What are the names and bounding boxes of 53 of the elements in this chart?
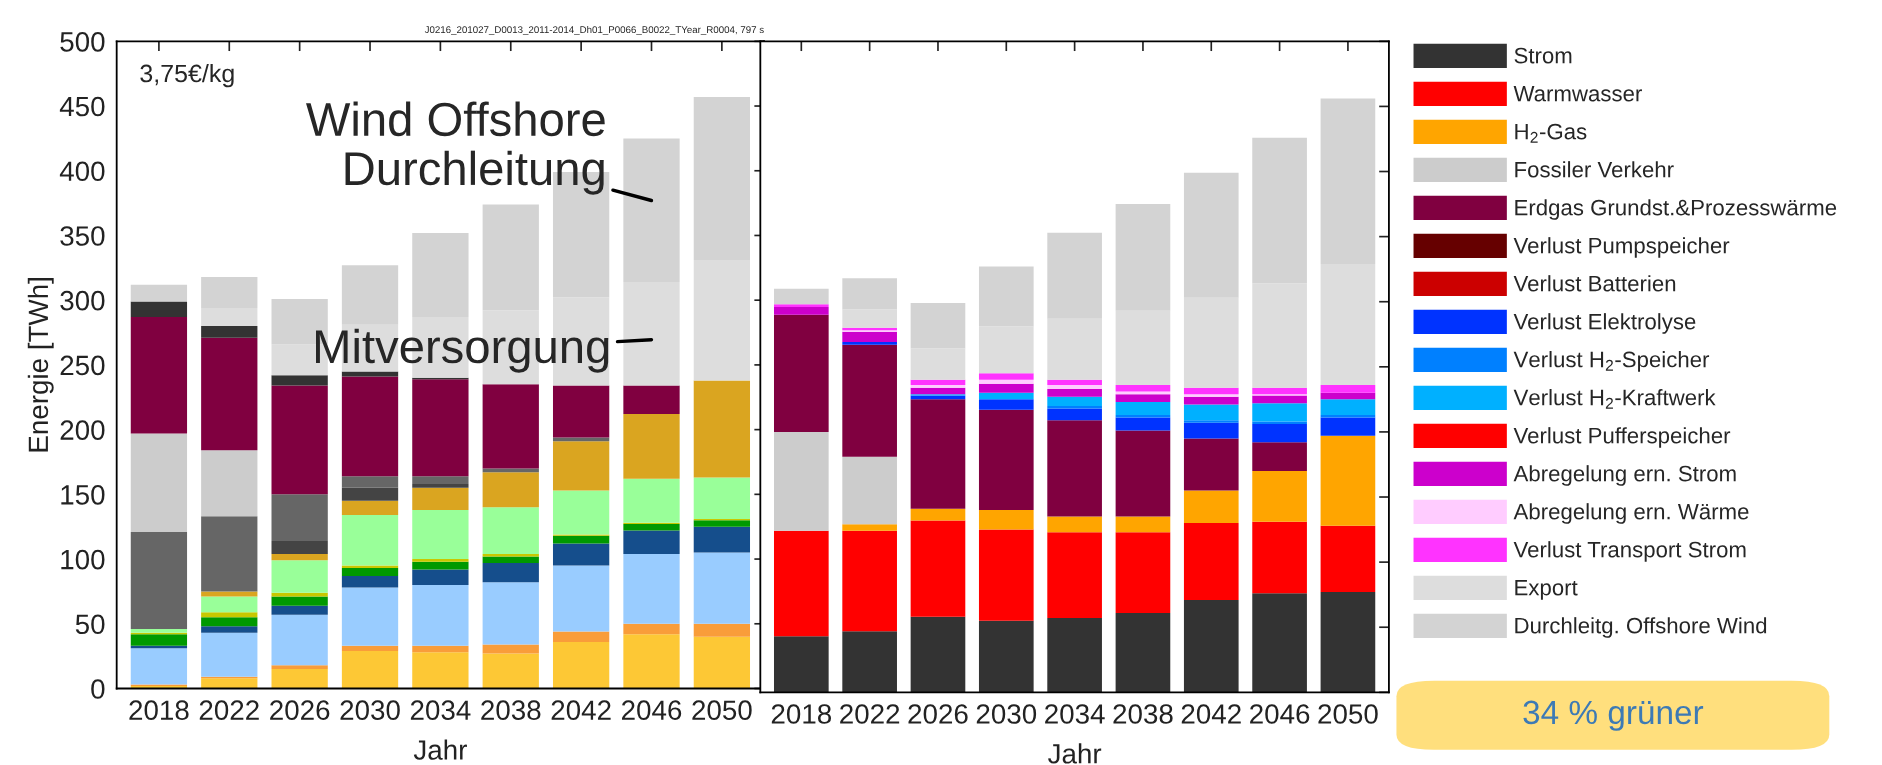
y-tick-label: 200 [60,420,105,440]
legend-label: Verlust Batterien [1513,275,1676,292]
legend-label: Export [1515,579,1578,600]
y-tick-label: 250 [60,355,105,376]
y-tick-label: 450 [59,96,105,117]
x-tick-label: 2042 [551,700,611,721]
legend-label: Verlust Pufferspeicher [1513,427,1731,448]
annotation: Mitversorgung [316,328,609,373]
legend-label: Verlust Pumpspeicher [1513,237,1730,258]
y-tick-label: 350 [60,226,105,246]
x-tick-label: 2038 [1113,704,1173,724]
legend-label: Verlust H$_{2}$-Kraftwerk [1513,389,1716,409]
text: 34 % grüner [1523,700,1704,731]
x-tick-label: 2018 [129,700,189,721]
y-tick-label: 50 [75,614,105,635]
x-tick-label: 2022 [840,704,900,724]
legend-label: H$_{2}$-Gas [1515,123,1587,143]
x-tick-label: 2018 [771,704,832,724]
legend-label: Erdgas Grundst.&Prozesswärme [1515,199,1837,220]
y-axis-title: Energie [TWh] [27,278,54,452]
legend-label: Durchleitg. Offshore Wind [1515,617,1767,638]
x-tick-label: 2034 [410,700,471,721]
annotation: 3,75€/kg [140,63,234,88]
y-tick-label: 100 [61,549,105,570]
legend-label: Verlust H$_{2}$-Speicher [1513,351,1710,372]
x-tick-label: 2026 [270,700,330,721]
legend-label: Verlust Elektrolyse [1513,313,1696,334]
annotation: Wind Offshore Durchleitung [306,101,605,195]
y-tick-label: 0 [91,679,105,699]
legend-label: Verlust Transport Strom [1513,541,1746,562]
x-tick-label: 2030 [340,700,400,721]
x-tick-label: 2022 [199,700,259,721]
y-tick-label: 400 [59,161,105,182]
x-tick-label: 2046 [1250,704,1310,724]
chart-title: J0216_201027_D0013_2011-2014_Dh01_P0066_B0022_TYear_R0004, 797 s [424,25,764,35]
y-tick-label: 500 [60,31,105,52]
x-tick-label: 2038 [481,700,541,721]
y-tick-label: 300 [60,290,105,311]
legend-label: Abregelung ern. Wärme [1513,503,1749,524]
x-tick-label: 2034 [1045,704,1105,724]
x-tick-label: 2030 [976,704,1037,724]
legend-label: Abregelung ern. Strom [1513,465,1736,486]
legend-label: Warmwasser [1513,85,1642,102]
x-tick-label: 2050 [1318,704,1378,724]
legend-label: Fossiler Verkehr [1515,161,1674,178]
y-tick-label: 150 [61,485,105,505]
x-tick-label: 2050 [692,700,752,721]
legend-label: Strom [1514,47,1572,64]
x-axis-title: Jahr [1048,743,1102,764]
x-axis-title: Jahr [413,739,467,760]
x-tick-label: 2046 [622,700,682,721]
x-tick-label: 2042 [1181,704,1241,724]
x-tick-label: 2026 [908,704,968,724]
